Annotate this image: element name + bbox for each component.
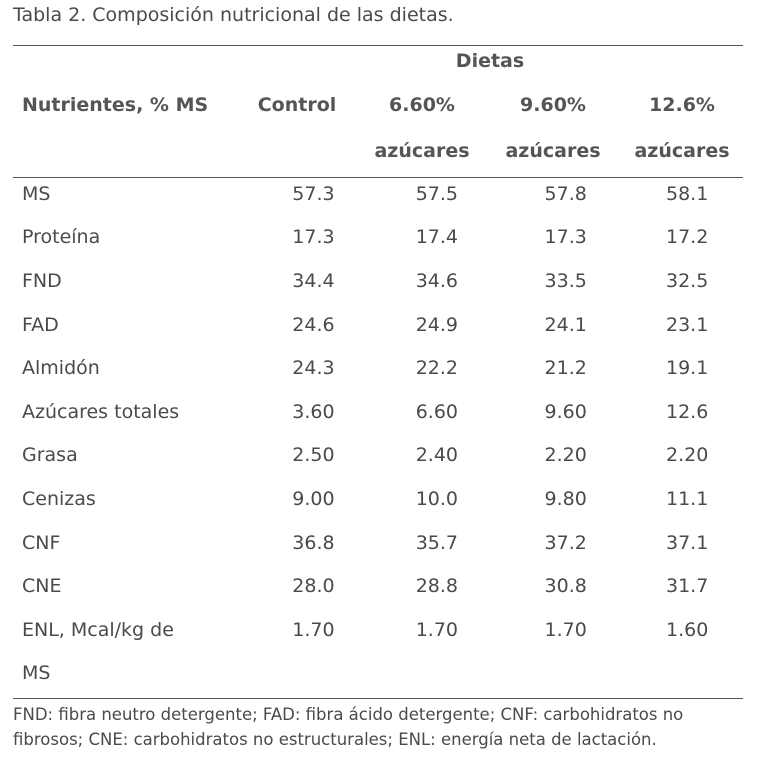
row-label: Almidón (22, 357, 100, 380)
cell-9-60: 9.80 (544, 487, 587, 510)
row-label: MS (22, 662, 51, 685)
cell-6-60: 10.0 (415, 487, 459, 510)
cell-9-60: 57.8 (544, 182, 587, 205)
row-label: ENL, Mcal/kg de (22, 618, 174, 641)
cell-9-60: 17.3 (544, 226, 587, 249)
header-col-12-6: 12.6% (649, 94, 715, 116)
cell-control: 24.6 (292, 313, 335, 336)
cell-6-60: 28.8 (415, 575, 459, 598)
nutrition-table: MS 57.3 57.5 57.8 58.1 Proteína 17.3 17.… (13, 172, 743, 695)
cell-control: 36.8 (292, 531, 335, 554)
cell-9-60: 1.70 (544, 618, 587, 641)
cell-9-60: 21.2 (544, 357, 587, 380)
cell-12-6: 23.1 (666, 313, 709, 336)
cell-control: 24.3 (292, 357, 335, 380)
cell-control: 17.3 (292, 226, 335, 249)
header-col-6-60-sub: azúcares (374, 140, 470, 162)
cell-6-60: 34.6 (415, 269, 459, 292)
cell-9-60: 30.8 (544, 575, 587, 598)
cell-12-6: 1.60 (666, 618, 709, 641)
row-label: FAD (22, 313, 59, 336)
cell-6-60: 22.2 (415, 357, 459, 380)
cell-12-6: 31.7 (666, 575, 709, 598)
table-row: ENL, Mcal/kg de 1.70 1.70 1.70 1.60 (13, 608, 743, 652)
row-label: Azúcares totales (22, 400, 180, 423)
cell-control: 57.3 (292, 182, 335, 205)
cell-12-6: 58.1 (666, 182, 709, 205)
cell-6-60: 17.4 (415, 226, 459, 249)
table-row: FND 34.4 34.6 33.5 32.5 (13, 259, 743, 303)
table-row: Almidón 24.3 22.2 21.2 19.1 (13, 346, 743, 390)
cell-control: 34.4 (292, 269, 335, 292)
row-label: CNE (22, 575, 62, 598)
cell-9-60: 33.5 (544, 269, 587, 292)
bottom-rule (13, 698, 743, 699)
header-col-12-6-sub: azúcares (634, 140, 730, 162)
cell-6-60: 6.60 (415, 400, 459, 423)
row-label: MS (22, 182, 51, 205)
table-row: MS (13, 652, 743, 696)
cell-6-60 (374, 652, 500, 696)
cell-9-60: 37.2 (544, 531, 587, 554)
cell-6-60: 35.7 (415, 531, 459, 554)
cell-control: 28.0 (292, 575, 335, 598)
header-nutrientes: Nutrientes, % MS (22, 94, 209, 116)
top-rule (13, 45, 743, 46)
cell-12-6: 17.2 (666, 226, 709, 249)
header-col-9-60-sub: azúcares (505, 140, 601, 162)
cell-9-60: 2.20 (544, 444, 587, 467)
table-row: MS 57.3 57.5 57.8 58.1 (13, 172, 743, 216)
cell-control: 1.70 (292, 618, 335, 641)
table-row: Azúcares totales 3.60 6.60 9.60 12.6 (13, 390, 743, 434)
table-caption: Tabla 2. Composición nutricional de las … (13, 4, 454, 26)
cell-12-6 (631, 652, 743, 696)
cell-6-60: 24.9 (415, 313, 459, 336)
table-row: Cenizas 9.00 10.0 9.80 11.1 (13, 477, 743, 521)
cell-9-60: 24.1 (544, 313, 587, 336)
cell-12-6: 32.5 (666, 269, 709, 292)
table-row: FAD 24.6 24.9 24.1 23.1 (13, 303, 743, 347)
row-label: Cenizas (22, 487, 96, 510)
cell-12-6: 11.1 (666, 487, 709, 510)
table-footnote: FND: fibra neutro detergente; FAD: fibra… (13, 705, 684, 749)
cell-9-60: 9.60 (544, 400, 587, 423)
cell-12-6: 37.1 (666, 531, 709, 554)
row-label: FND (22, 269, 62, 292)
row-label: Proteína (22, 226, 101, 249)
row-label: Grasa (22, 444, 78, 467)
header-col-6-60: 6.60% (389, 94, 455, 116)
cell-12-6: 2.20 (666, 444, 709, 467)
cell-12-6: 19.1 (666, 357, 709, 380)
cell-control: 3.60 (292, 400, 335, 423)
table-row: CNE 28.0 28.8 30.8 31.7 (13, 564, 743, 608)
header-col-control: Control (257, 94, 337, 116)
cell-control: 9.00 (292, 487, 335, 510)
cell-6-60: 2.40 (415, 444, 459, 467)
header-rule (13, 177, 743, 178)
table-row: Proteína 17.3 17.4 17.3 17.2 (13, 216, 743, 260)
header-col-9-60: 9.60% (520, 94, 586, 116)
table-row: Grasa 2.50 2.40 2.20 2.20 (13, 434, 743, 478)
cell-control (253, 652, 373, 696)
header-group-dietas: Dietas (455, 50, 525, 72)
cell-12-6: 12.6 (666, 400, 709, 423)
cell-6-60: 1.70 (415, 618, 459, 641)
cell-control: 2.50 (292, 444, 335, 467)
cell-6-60: 57.5 (415, 182, 459, 205)
row-label: CNF (22, 531, 61, 554)
cell-9-60 (500, 652, 631, 696)
table-row: CNF 36.8 35.7 37.2 37.1 (13, 521, 743, 565)
